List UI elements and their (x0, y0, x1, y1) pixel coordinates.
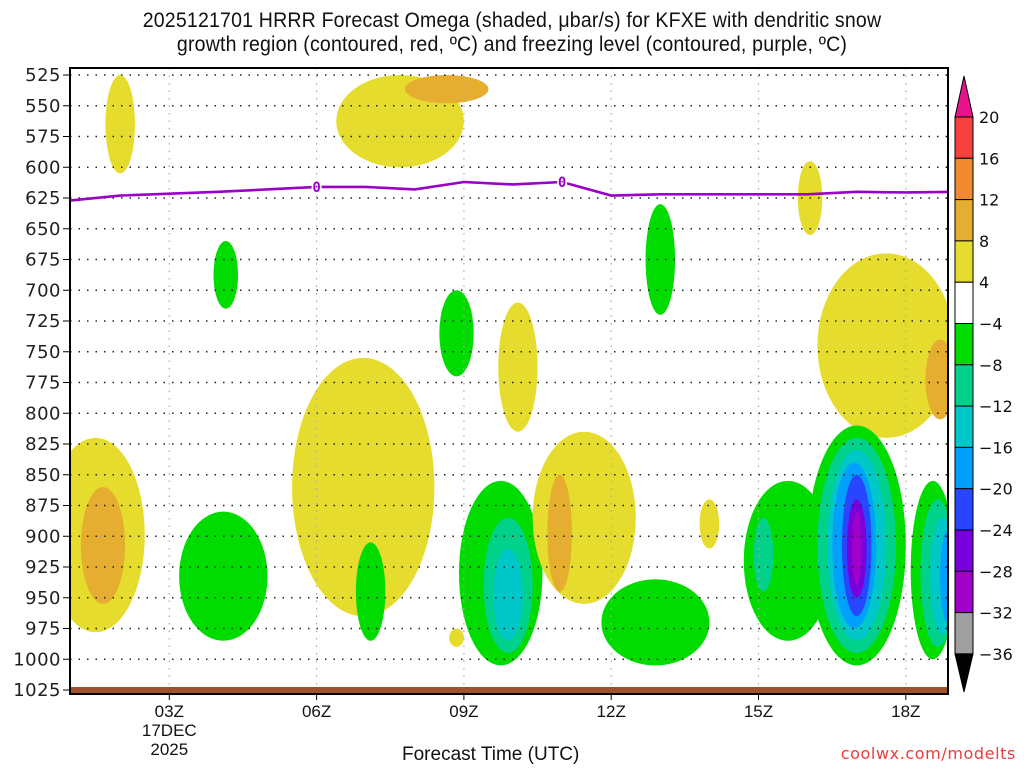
colorbar-label: −12 (979, 397, 1013, 416)
y-tick-label: 1000 (13, 649, 61, 670)
omega-region-2 (404, 75, 489, 104)
colorbar-bin-1 (954, 116, 974, 159)
colorbar-bin-6 (954, 323, 974, 366)
colorbar-label: −20 (979, 480, 1013, 499)
omega-region-4 (645, 204, 676, 315)
omega-region-0 (105, 75, 135, 174)
freezing-level-line (70, 180, 948, 202)
y-tick-label: 625 (25, 188, 61, 209)
colorbar-bin-3 (954, 199, 974, 242)
omega-region-11 (179, 511, 268, 641)
y-tick-label: 1025 (13, 680, 61, 701)
y-tick-label: 950 (25, 588, 61, 609)
y-tick-label: 600 (25, 157, 61, 178)
colorbar-bin-13 (954, 612, 974, 655)
y-tick-label: 975 (25, 619, 61, 640)
omega-region-22 (925, 339, 948, 420)
y-tick-label: 700 (25, 280, 61, 301)
y-tick-label: 650 (25, 219, 61, 240)
omega-region-8 (292, 357, 435, 617)
colorbar-bin-12 (954, 570, 974, 614)
omega-region-19 (699, 499, 720, 549)
omega-region-24 (753, 517, 774, 592)
y-axis: 525 550 575 600 625 650 675 700 725 750 775 800 825 8… (13, 65, 70, 701)
colorbar-label: 16 (979, 149, 999, 168)
y-tick-label: 825 (25, 434, 61, 455)
x-axis-label: Forecast Time (UTC) (402, 744, 580, 765)
y-tick-label: 750 (25, 342, 61, 363)
omega-region-10 (80, 487, 126, 604)
omega-region-21 (817, 253, 948, 438)
x-tick-sublabel: 2025 (150, 740, 188, 759)
colorbar-bin-4 (954, 240, 974, 283)
x-tick-label: 15Z (744, 702, 773, 721)
colorbar-bin-2 (954, 157, 974, 201)
ground-bar (70, 687, 948, 694)
colorbar-label: −32 (979, 604, 1013, 623)
colorbar-label: −24 (979, 521, 1013, 540)
x-tick-sublabel: 17DEC (142, 721, 197, 740)
chart-title-line-2: growth region (contoured, red, ºC) and f… (176, 33, 848, 56)
freezing-level-label: 0 (312, 180, 320, 196)
colorbar-label: 4 (979, 273, 989, 292)
colorbar-label: 12 (979, 191, 999, 210)
freezing-level-label-bg-0 (311, 178, 322, 195)
colorbar-label: 20 (979, 108, 999, 127)
chart-title-line-1: 2025121701 HRRR Forecast Omega (shaded, … (142, 9, 882, 32)
y-tick-label: 875 (25, 496, 61, 517)
x-tick-label: 03Z (155, 702, 184, 721)
freezing-level-label-bg-1 (557, 174, 568, 191)
colorbar-bin-11 (954, 529, 974, 572)
plot-frame (69, 67, 949, 695)
x-tick-label: 06Z (302, 702, 331, 721)
y-tick-label: 850 (25, 465, 61, 486)
omega-region-31 (851, 511, 862, 586)
x-tick-label: 09Z (449, 702, 478, 721)
credit-link[interactable]: coolwx.com/modelts (840, 744, 1016, 763)
y-tick-label: 675 (25, 250, 61, 271)
colorbar-bin-10 (954, 488, 974, 531)
omega-region-7 (498, 302, 538, 432)
y-tick-label: 575 (25, 127, 61, 148)
omega-region-12 (355, 542, 386, 641)
omega-region-35 (940, 530, 948, 623)
omega-region-3 (213, 241, 239, 309)
colorbar-bin-5 (954, 281, 974, 325)
colorbar-label: −4 (979, 315, 1003, 334)
omega-region-20 (601, 579, 710, 666)
omega-region-16 (493, 548, 523, 641)
x-tick-label: 12Z (597, 702, 626, 721)
y-tick-label: 525 (25, 65, 61, 86)
ground-layer (70, 687, 948, 694)
colorbar-bin-8 (954, 405, 974, 448)
colorbar-bin-7 (954, 364, 974, 407)
y-tick-label: 550 (25, 96, 61, 117)
colorbar-arrow-bottom (954, 653, 974, 693)
omega-shaded-regions (70, 75, 948, 666)
y-tick-label: 775 (25, 373, 61, 394)
omega-region-13 (449, 628, 464, 647)
freezing-level-label: 0 (558, 175, 566, 191)
colorbar-label: −28 (979, 562, 1013, 581)
colorbar-arrow-top (954, 75, 974, 118)
colorbar-bin-9 (954, 446, 974, 490)
omega-region-6 (439, 290, 474, 377)
x-tick-label: 18Z (891, 702, 920, 721)
colorbar-label: −16 (979, 438, 1013, 457)
y-tick-label: 800 (25, 403, 61, 424)
y-tick-label: 725 (25, 311, 61, 332)
colorbar-label: −36 (979, 645, 1013, 664)
colorbar: 20 16 12 8 4 −4 −8 −12 −16 −20 −24 −28 −32 −36 (954, 75, 1013, 693)
omega-region-18 (547, 474, 572, 592)
colorbar-label: −8 (979, 356, 1003, 375)
y-tick-label: 925 (25, 557, 61, 578)
y-tick-label: 900 (25, 526, 61, 547)
colorbar-label: 8 (979, 232, 989, 251)
